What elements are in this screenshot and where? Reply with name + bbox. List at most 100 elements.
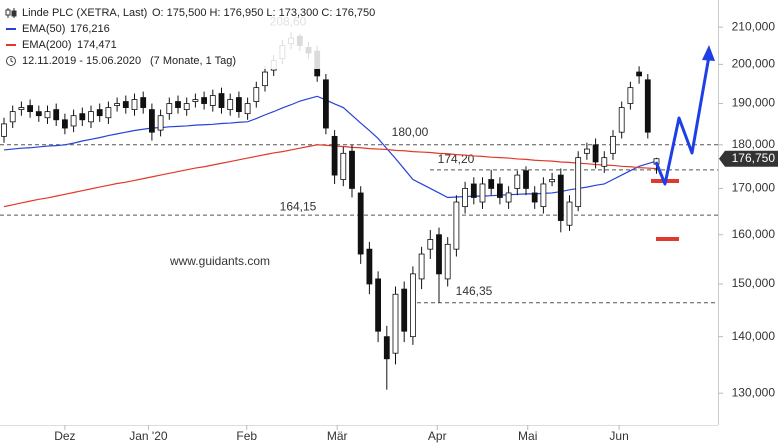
candle-body [201,97,207,104]
x-tick-label: Dez [54,429,75,443]
legend-quote: O: 175,500 H: 176,950 L: 173,300 C: 176,… [152,7,375,19]
candle-body [166,103,173,115]
candle-body [366,248,373,285]
candle-body [253,87,260,102]
ema-line [3,95,657,199]
candle-body [18,107,25,110]
candle-body [627,87,634,104]
candle-body [601,157,608,167]
candle-body [592,144,599,163]
candle-body [540,183,547,208]
candle-body [427,239,434,250]
candle-body [514,174,521,189]
y-tick-label: 210,000 [732,19,776,33]
legend-period-note: (7 Monate, 1 Tag) [150,55,236,67]
legend-title: Linde PLC (XETRA, Last) [22,7,147,19]
legend-value: 176,216 [70,23,110,35]
candle-body [583,148,590,154]
level-label: 146,35 [456,284,493,298]
candle-body [418,253,425,280]
candle-body [183,103,190,110]
level-label: 164,15 [280,199,317,213]
y-tick-label: 150,000 [732,276,776,290]
y-tick-label: 170,000 [732,181,776,195]
candle-body [496,183,503,198]
legend-entry: EMA(50) [22,23,65,35]
candle-body [157,115,164,131]
candle-body [470,183,477,198]
candle-body [44,111,51,119]
candle-body [27,105,34,113]
candle-body [505,192,512,203]
candle-body [636,71,642,77]
candle-body [209,95,216,106]
candle-body [131,99,138,110]
y-tick-label: 190,000 [732,96,776,110]
candle-body [453,201,460,250]
candle-body [227,99,234,110]
candle-body [79,113,86,121]
candle-body [175,101,181,108]
candle-body [9,111,16,123]
candle-body [462,188,468,208]
candle-body [35,111,42,117]
candle-body [444,243,451,280]
forecast-arrow [654,55,711,186]
x-tick-label: Jan '20 [129,429,168,443]
level-label: 180,00 [392,125,429,139]
legend-entry: EMA(200) [22,39,72,51]
candle-body [375,278,381,332]
candle-body [53,109,60,121]
candle-body [488,179,495,189]
candle-body [218,93,225,108]
candle-body [114,103,121,106]
candle-body [62,119,68,129]
legend-bg [0,3,400,69]
x-tick-label: Feb [236,429,257,443]
legend-value: 174,471 [77,39,117,51]
candle-body [436,234,442,275]
candle-body [122,101,129,108]
candle-body [618,107,625,133]
legend: Linde PLC (XETRA, Last) O: 175,500 H: 17… [0,3,400,69]
candle-body [322,79,329,129]
candle-body [383,336,390,360]
clock-icon [6,56,16,66]
x-tick-label: Apr [428,429,447,443]
y-tick-label: 130,000 [732,385,776,399]
candle-body [331,135,338,176]
candle-body [349,150,355,189]
candle-icon [5,8,17,18]
candle-body [235,97,242,113]
y-tick-label: 160,000 [732,227,776,241]
candle-body [523,170,529,189]
candle-body [105,107,112,119]
candle-body [1,123,7,137]
clock-icon [10,58,14,63]
candle-body [557,174,564,221]
candle-body [479,183,486,203]
price-tag-label: 176,750 [732,151,776,165]
candle-body [531,192,538,203]
y-tick-label: 140,000 [732,329,776,343]
candle-body [610,135,616,154]
candle-body [575,157,582,208]
candle-body [96,109,103,117]
candle-body [148,109,155,133]
candle-body [566,201,573,226]
candle-body [644,79,651,133]
candle-body [357,192,364,255]
x-tick-label: Jun [609,429,628,443]
candle-body [340,152,347,180]
candle-body [549,179,555,183]
ema-line [3,144,657,208]
y-tick-label: 200,000 [732,57,776,71]
legend-period: 12.11.2019 - 15.06.2020 [22,55,141,67]
candle-body [192,99,199,102]
x-tick-label: Mär [327,429,348,443]
watermark: www.guidants.com [169,254,270,268]
candle-body [409,273,416,338]
candle-body [88,111,94,123]
